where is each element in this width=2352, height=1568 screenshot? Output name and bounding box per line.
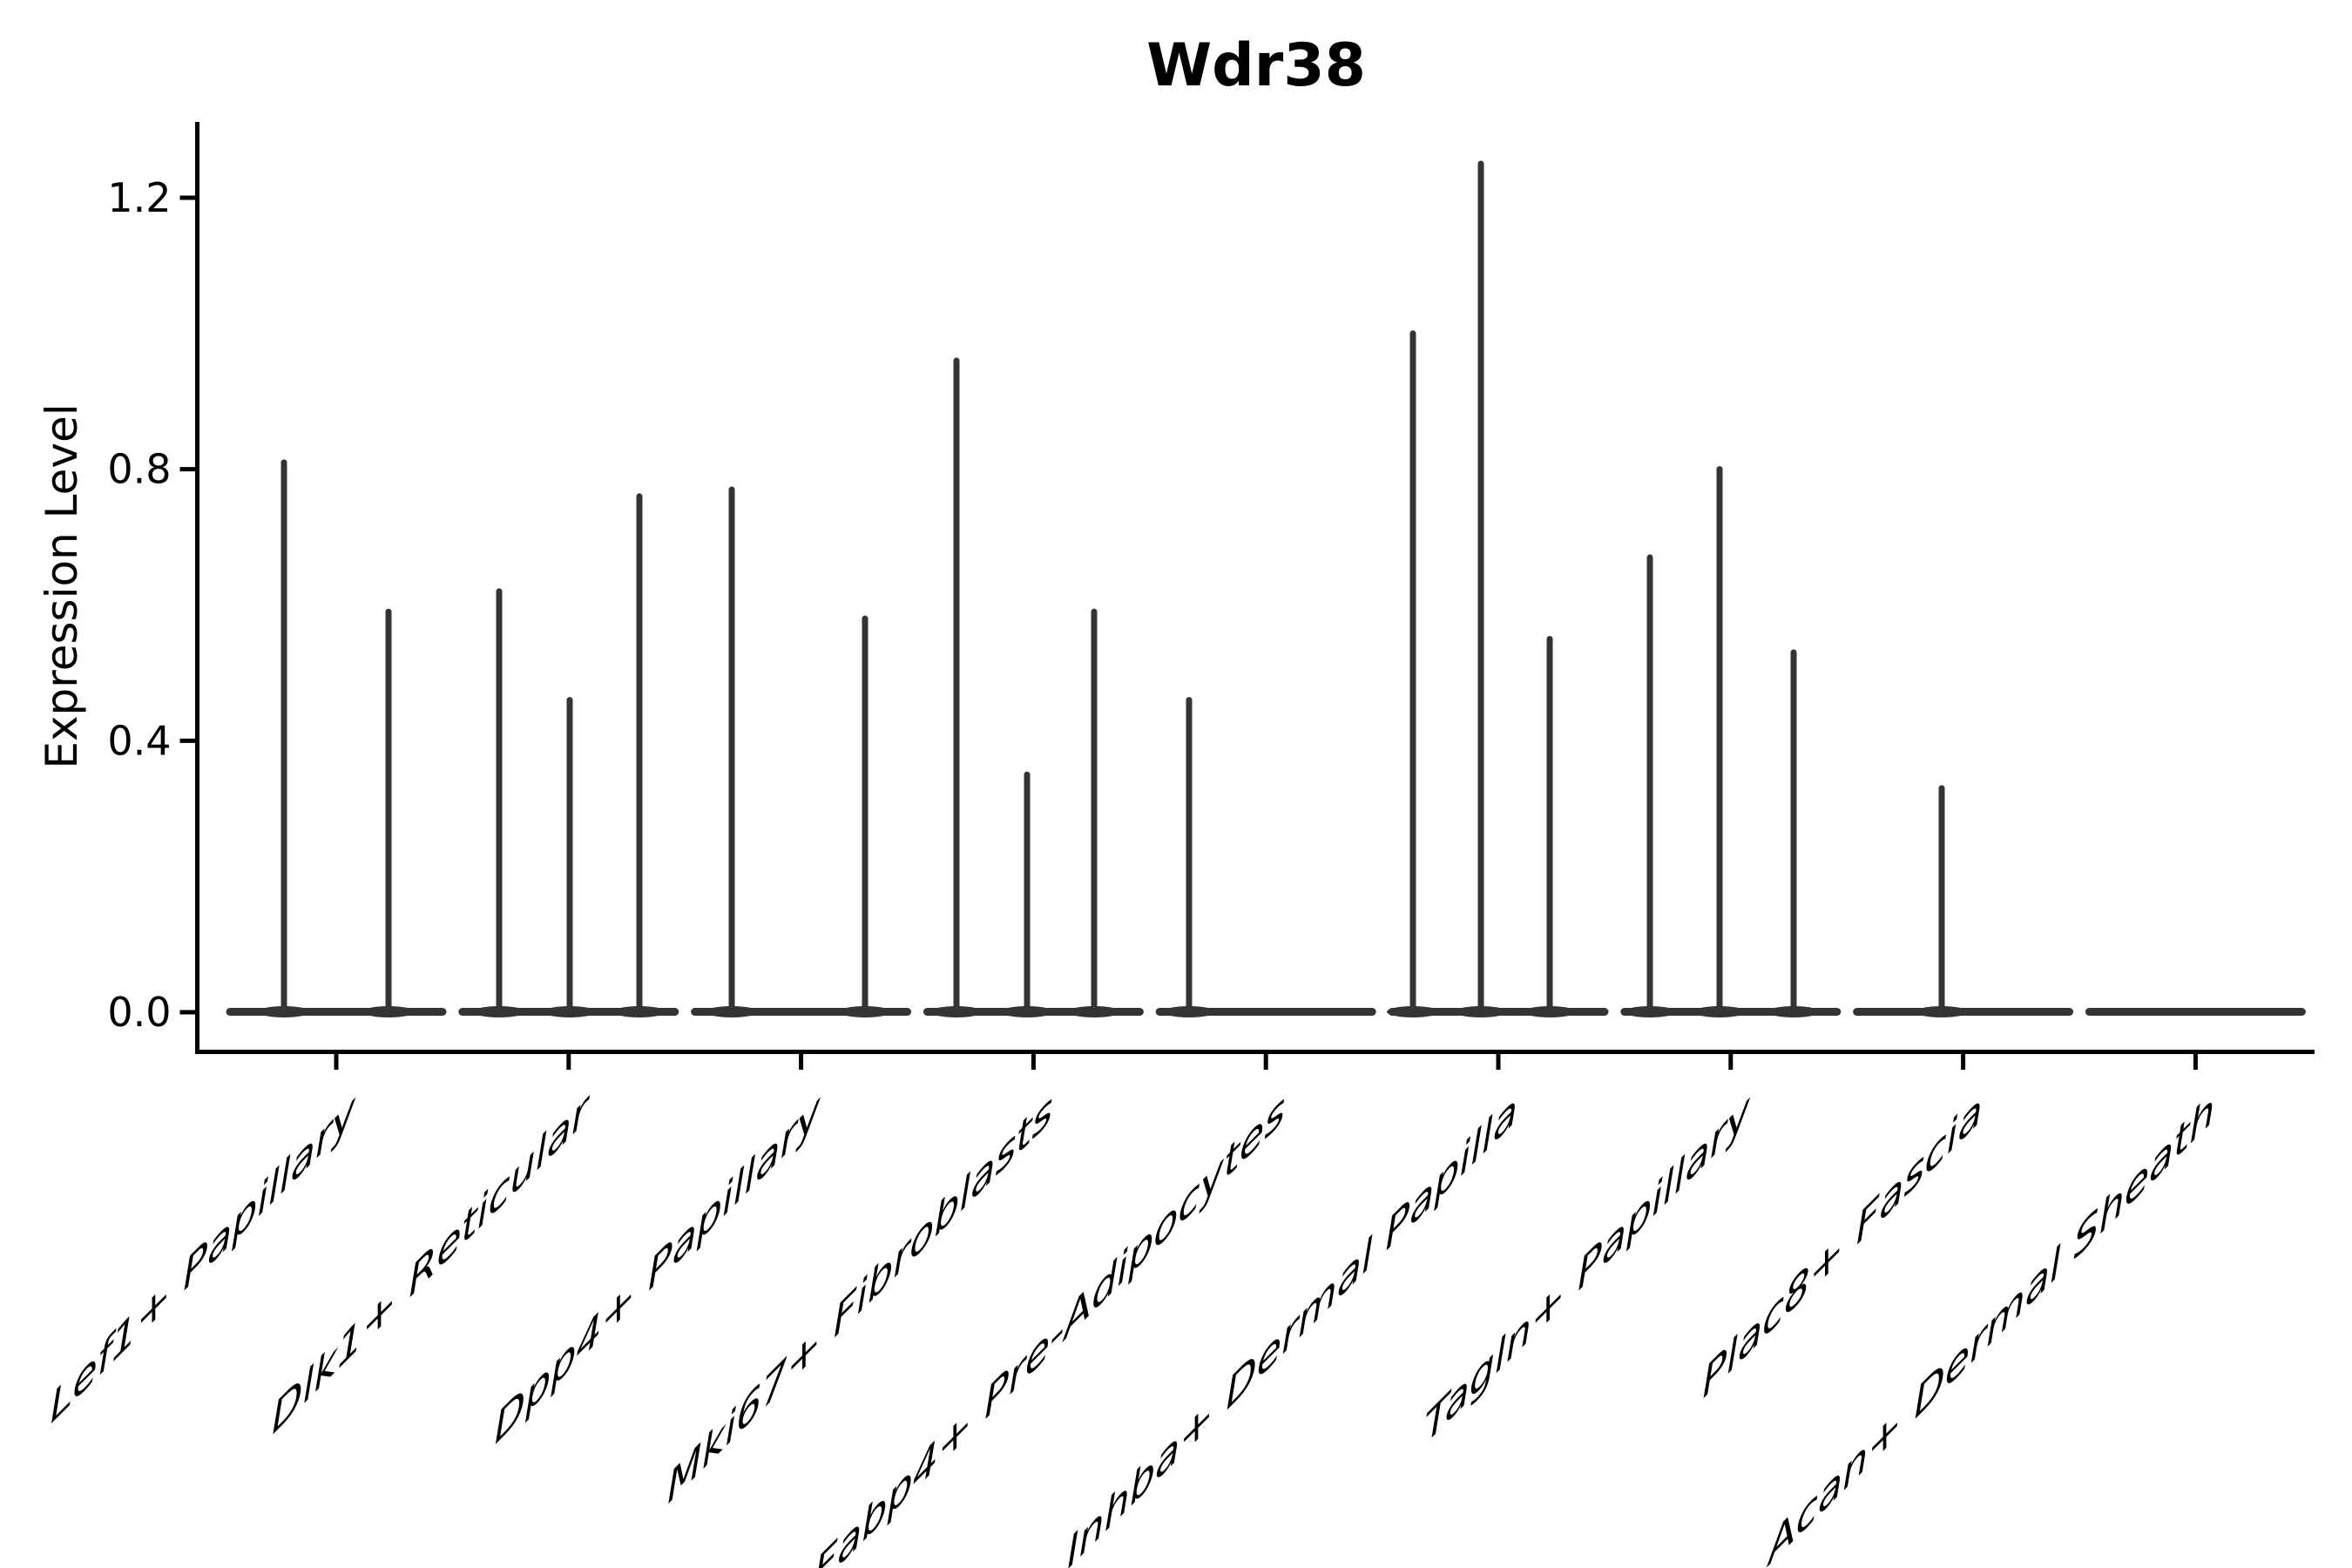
y-tick-labels: 0.0 0.4 0.8 1.2 [107, 174, 171, 1036]
violin [1853, 785, 2074, 1017]
y-tick-label: 0.0 [107, 989, 171, 1036]
violins-group [226, 160, 2306, 1017]
violin [923, 357, 1144, 1017]
y-tick-label: 0.4 [107, 717, 171, 764]
x-axis-ticks [334, 1054, 2198, 1070]
y-axis-ticks [179, 195, 196, 1015]
x-tick-label: Acan+ Dermal Sheath [1767, 1083, 2215, 1568]
chart-title: Wdr38 [1146, 31, 1366, 100]
violin [1387, 160, 1609, 1017]
violin [691, 486, 912, 1017]
axes-spines [195, 122, 2315, 1054]
y-tick-label: 1.2 [107, 174, 171, 221]
x-tick-label: Inhba+ Dermal Papilla [1067, 1083, 1517, 1568]
violin [1620, 466, 1842, 1017]
y-tick-label: 0.8 [107, 446, 171, 493]
violin [458, 493, 679, 1017]
violin [226, 459, 447, 1017]
violin [1155, 697, 1376, 1017]
x-tick-label: Fabp4+ Pre-Adipocytes [814, 1083, 1286, 1568]
x-tick-label: Mki67+ Fibroblasts [667, 1083, 1052, 1514]
y-axis-label: Expression Level [37, 403, 87, 768]
